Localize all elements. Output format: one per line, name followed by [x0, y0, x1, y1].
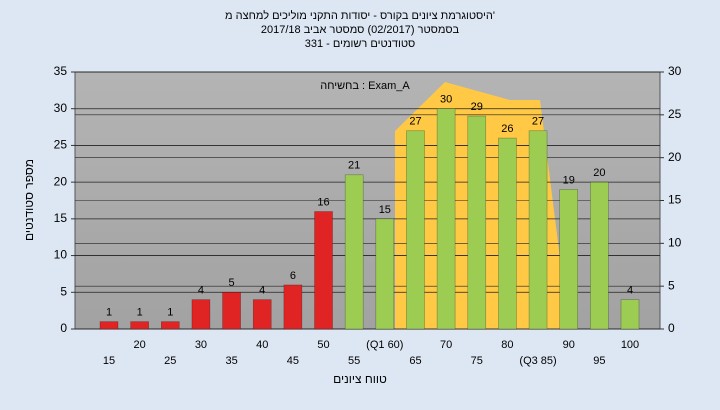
- value-label: 1: [137, 307, 143, 319]
- x-tick-label: 80: [501, 339, 513, 351]
- x-tick-label: 25: [164, 355, 176, 367]
- value-label: 21: [348, 160, 360, 172]
- bar: [283, 284, 303, 330]
- value-label: 1: [167, 307, 173, 319]
- x-tick-label: 40: [256, 339, 268, 351]
- x-tick-label: 20: [134, 339, 146, 351]
- bar: [160, 321, 180, 330]
- value-label: 16: [317, 196, 329, 208]
- annotation: בחשיחה : Exam_A: [320, 80, 410, 92]
- bar: [620, 299, 640, 330]
- bar: [191, 299, 211, 330]
- bar: [590, 181, 609, 330]
- bar: [498, 137, 517, 330]
- x-tick-label: 30: [195, 339, 207, 351]
- bar: [467, 115, 487, 330]
- x-tick-label: 90: [563, 339, 575, 351]
- bar: [252, 299, 272, 330]
- value-label: 26: [501, 123, 513, 135]
- bar: [314, 211, 333, 330]
- x-tick-label: 15: [103, 355, 115, 367]
- chart-subtitle: בסמסטר (02/2017) סמסטר אביב 2017/18: [261, 24, 460, 36]
- value-label: 30: [440, 94, 452, 106]
- bar: [559, 189, 579, 330]
- y2-tick-label: 15: [668, 193, 682, 207]
- y-tick-label: 5: [60, 284, 67, 298]
- y-tick-label: 10: [54, 248, 68, 262]
- y2-tick-label: 5: [668, 278, 675, 292]
- chart-subtitle: סטודנטים רשומים - 331: [305, 38, 416, 50]
- y-tick-label: 35: [54, 64, 68, 78]
- value-label: 29: [471, 101, 483, 113]
- x-tick-label: 55: [348, 355, 360, 367]
- value-label: 4: [259, 285, 265, 297]
- value-label: 6: [290, 270, 296, 282]
- y-axis-label: מספר סטודנטים: [22, 159, 36, 241]
- value-label: 1: [106, 307, 112, 319]
- y-tick-label: 20: [54, 174, 68, 188]
- y2-tick-label: 0: [668, 321, 675, 335]
- value-label: 5: [229, 277, 235, 289]
- x-tick-label: 100: [621, 339, 639, 351]
- x-tick-label: (Q1 60): [366, 339, 403, 351]
- y2-tick-label: 25: [668, 107, 682, 121]
- y-tick-label: 15: [54, 211, 68, 225]
- x-tick-label: 75: [471, 355, 483, 367]
- x-tick-label: 65: [409, 355, 421, 367]
- y-tick-label: 30: [54, 101, 68, 115]
- bar: [375, 218, 395, 330]
- bar: [528, 130, 548, 330]
- x-tick-label: 50: [317, 339, 329, 351]
- x-tick-label: 70: [440, 339, 452, 351]
- y2-tick-label: 30: [668, 64, 682, 78]
- x-axis-label: טווח ציונים: [333, 372, 387, 386]
- y-tick-label: 0: [60, 321, 67, 335]
- value-label: 27: [532, 116, 544, 128]
- x-tick-label: 45: [287, 355, 299, 367]
- value-label: 4: [198, 285, 204, 297]
- value-label: 4: [627, 285, 633, 297]
- bar: [99, 321, 119, 330]
- value-label: 15: [379, 204, 391, 216]
- y-tick-label: 25: [54, 138, 68, 152]
- bar: [344, 174, 364, 330]
- value-label: 19: [563, 174, 575, 186]
- value-label: 20: [593, 167, 605, 179]
- y2-tick-label: 20: [668, 150, 682, 164]
- chart-title: היסטוגרמת ציונים בקורס - יסודות התקני מו…: [225, 9, 495, 22]
- x-tick-label: 35: [225, 355, 237, 367]
- x-tick-label: 95: [593, 355, 605, 367]
- bar: [406, 130, 425, 330]
- bar: [436, 108, 456, 330]
- y2-tick-label: 10: [668, 236, 682, 250]
- x-tick-label: (Q3 85): [519, 355, 556, 367]
- value-label: 27: [409, 116, 421, 128]
- bar: [222, 291, 241, 330]
- bar: [130, 321, 149, 330]
